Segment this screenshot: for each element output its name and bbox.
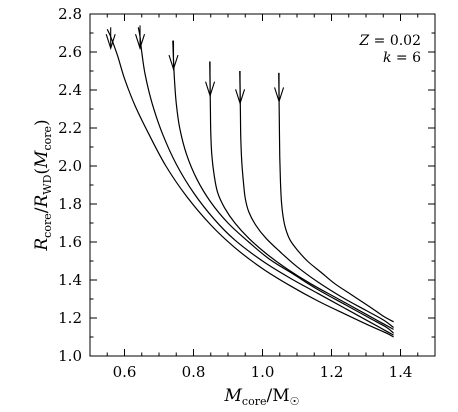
- y-tick-label: 1.0: [58, 347, 82, 365]
- y-tick-label: 1.8: [58, 195, 82, 213]
- arrow-head: [135, 34, 146, 50]
- arrow-5: [235, 71, 246, 106]
- x-tick-label: 1.2: [320, 363, 344, 381]
- series-line-1: [106, 28, 394, 338]
- arrow-head: [235, 89, 246, 106]
- arrow-2: [135, 25, 146, 50]
- data-curves: [106, 27, 394, 338]
- annotation-k: k = 6: [383, 50, 421, 66]
- x-tick-label: 0.8: [182, 363, 206, 381]
- x-tick-label: 0.6: [113, 363, 137, 381]
- annotation-z: Z = 0.02: [358, 33, 421, 49]
- series-line-2: [137, 27, 394, 336]
- arrow-1: [105, 27, 116, 50]
- arrow-head: [205, 81, 216, 98]
- x-axis-title: Mcore/M☉: [224, 386, 300, 408]
- data-arrows: [105, 25, 285, 106]
- y-tick-label: 1.6: [58, 233, 82, 251]
- arrow-3: [168, 40, 179, 71]
- y-tick-label: 2.6: [58, 43, 82, 61]
- series-line-4: [209, 61, 394, 330]
- y-tick-label: 2.8: [58, 5, 82, 23]
- series-line-6: [278, 72, 394, 323]
- y-tick-label: 2.4: [58, 81, 82, 99]
- series-line-5: [239, 70, 394, 328]
- arrow-head: [168, 54, 179, 71]
- y-tick-label: 2.2: [58, 119, 82, 137]
- y-tick-label: 2.0: [58, 157, 82, 175]
- axis-ticks: 1.0 1.2 1.4 1.6 1.8 2.0 2.2 2.4 2.6 2.8 0.6 0.8 1.0 1…: [58, 5, 436, 381]
- y-tick-label: 1.2: [58, 309, 82, 327]
- x-tick-label: 1.4: [389, 363, 413, 381]
- y-axis-title: Rcore/RWD(Mcore): [32, 119, 54, 251]
- x-tick-label: 1.0: [251, 363, 275, 381]
- y-tick-label: 1.4: [58, 271, 82, 289]
- arrow-6: [274, 72, 285, 104]
- arrow-head: [274, 87, 285, 104]
- arrow-head: [105, 34, 116, 50]
- series-line-3: [172, 40, 394, 334]
- arrow-4: [205, 61, 216, 98]
